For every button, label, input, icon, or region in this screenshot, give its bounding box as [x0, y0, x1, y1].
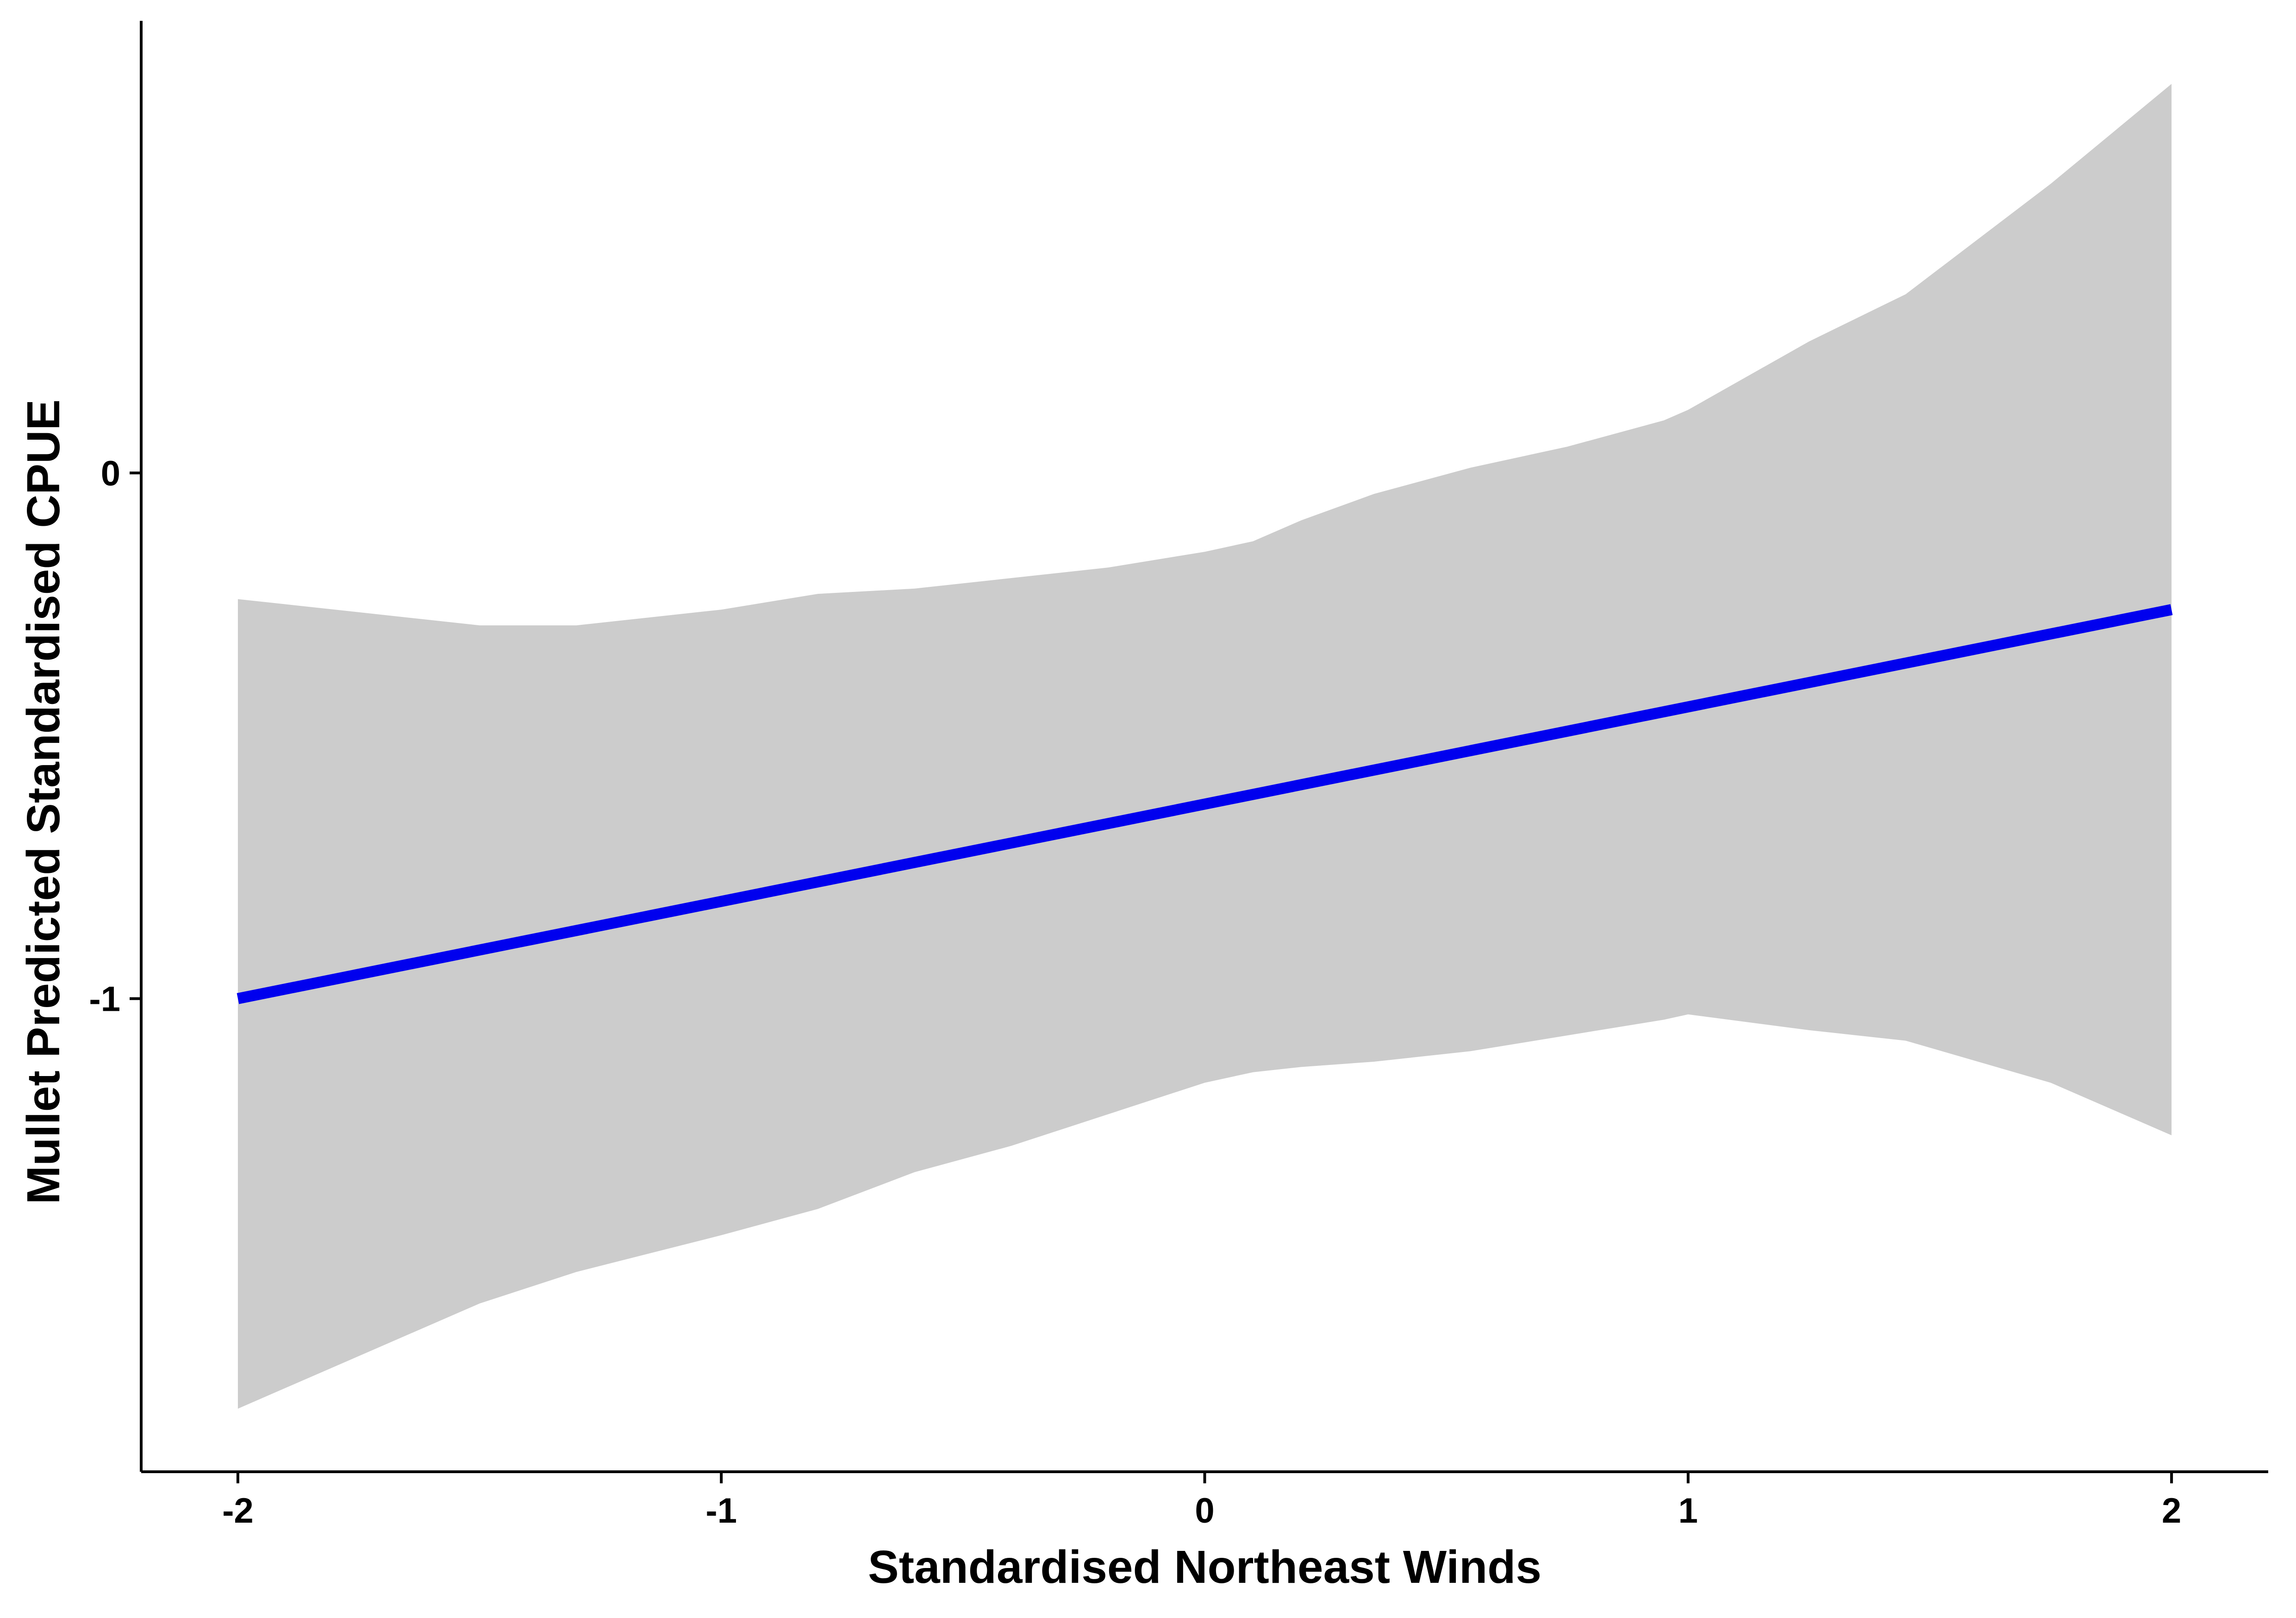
x-tick-label: 1 — [1678, 1491, 1698, 1531]
y-axis-ticks: -1 0 — [89, 454, 141, 1019]
y-axis-title: Mullet Predicted Standardised CPUE — [18, 399, 69, 1204]
x-tick-label: -2 — [222, 1491, 254, 1531]
y-tick-label: -1 — [89, 980, 120, 1019]
x-tick-label: 0 — [1195, 1491, 1214, 1531]
x-axis-title: Standardised Northeast Winds — [868, 1541, 1541, 1593]
confidence-band — [237, 84, 2172, 1409]
x-tick-label: 2 — [2162, 1491, 2181, 1531]
x-tick-label: -1 — [705, 1491, 737, 1531]
y-tick-label: 0 — [101, 454, 120, 493]
fitted-line — [237, 604, 2173, 1004]
x-axis-ticks: -2 -1 0 1 2 — [222, 1472, 2181, 1531]
plot-panel — [237, 84, 2173, 1409]
